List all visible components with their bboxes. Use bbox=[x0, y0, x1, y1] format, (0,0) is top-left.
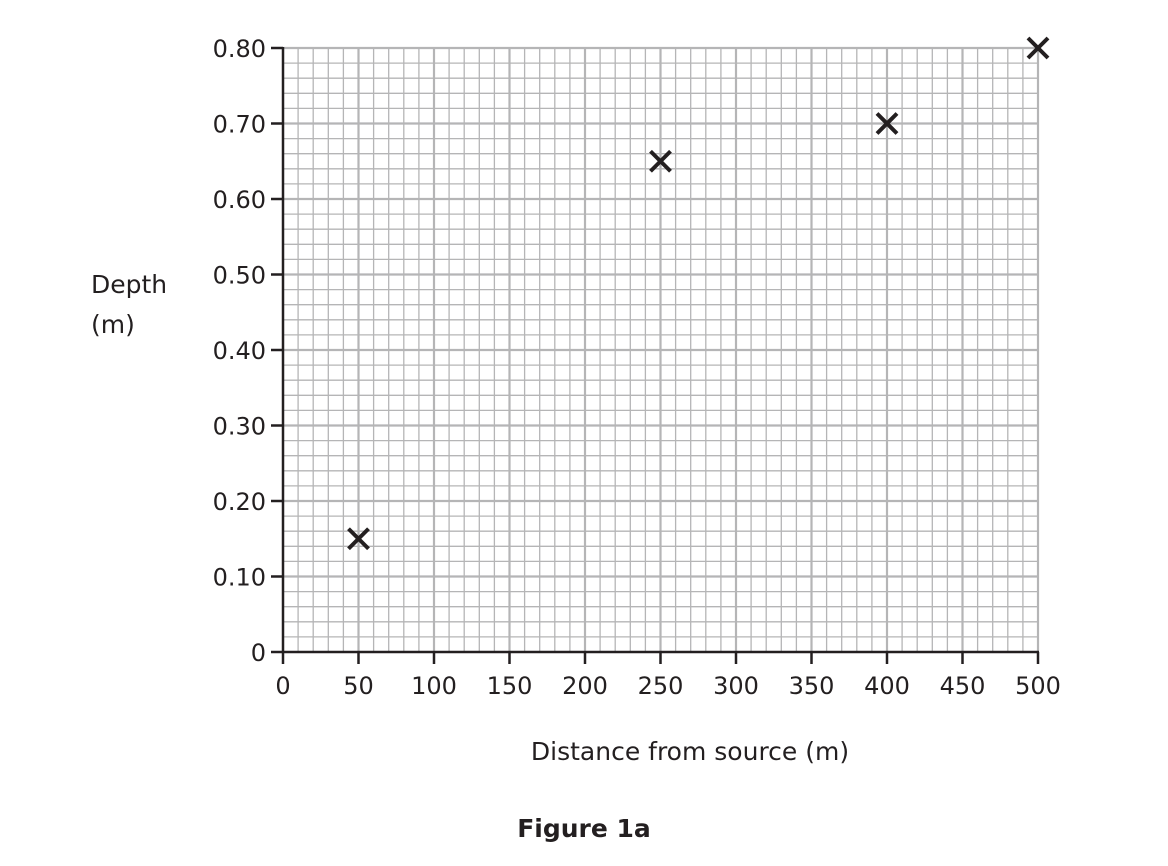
x-tick-label: 100 bbox=[411, 672, 457, 700]
x-tick-label: 500 bbox=[1015, 672, 1061, 700]
y-tick-label: 0.30 bbox=[213, 413, 266, 441]
x-tick-label: 300 bbox=[713, 672, 759, 700]
y-tick-label: 0 bbox=[251, 639, 266, 667]
axes bbox=[271, 46, 1040, 664]
y-axis-label-line1: Depth bbox=[91, 270, 167, 299]
y-tick-label: 0.70 bbox=[213, 111, 266, 139]
y-tick-label: 0.80 bbox=[213, 35, 266, 63]
x-tick-label: 50 bbox=[343, 672, 374, 700]
x-axis-label: Distance from source (m) bbox=[531, 737, 849, 766]
x-tick-label: 0 bbox=[275, 672, 290, 700]
cross-stroke bbox=[1026, 36, 1050, 60]
x-tick-label: 400 bbox=[864, 672, 910, 700]
cross-stroke bbox=[875, 112, 899, 135]
data-point-cross bbox=[875, 112, 899, 135]
cross-stroke bbox=[649, 149, 672, 173]
y-tick-label: 0.60 bbox=[213, 186, 266, 214]
x-tick-label: 250 bbox=[638, 672, 684, 700]
cross-stroke bbox=[347, 527, 370, 551]
y-tick-label: 0.10 bbox=[213, 564, 266, 592]
x-tick-label: 350 bbox=[789, 672, 835, 700]
figure-caption: Figure 1a bbox=[517, 814, 651, 843]
grid bbox=[283, 46, 1040, 652]
x-tick-label: 150 bbox=[487, 672, 533, 700]
data-point-cross bbox=[347, 527, 370, 551]
x-tick-label: 200 bbox=[562, 672, 608, 700]
data-point-cross bbox=[1026, 36, 1050, 60]
tick-labels: 0 50 100 150 200 250 300 350 400 450 500 0 0.10 0.20 0… bbox=[213, 35, 1061, 700]
y-tick-label: 0.50 bbox=[213, 262, 266, 290]
data-point-cross bbox=[649, 149, 672, 173]
y-tick-label: 0.20 bbox=[213, 488, 266, 516]
y-tick-label: 0.40 bbox=[213, 337, 266, 365]
data-points bbox=[347, 36, 1050, 551]
x-tick-label: 450 bbox=[940, 672, 986, 700]
y-axis-label-line2: (m) bbox=[91, 310, 135, 339]
